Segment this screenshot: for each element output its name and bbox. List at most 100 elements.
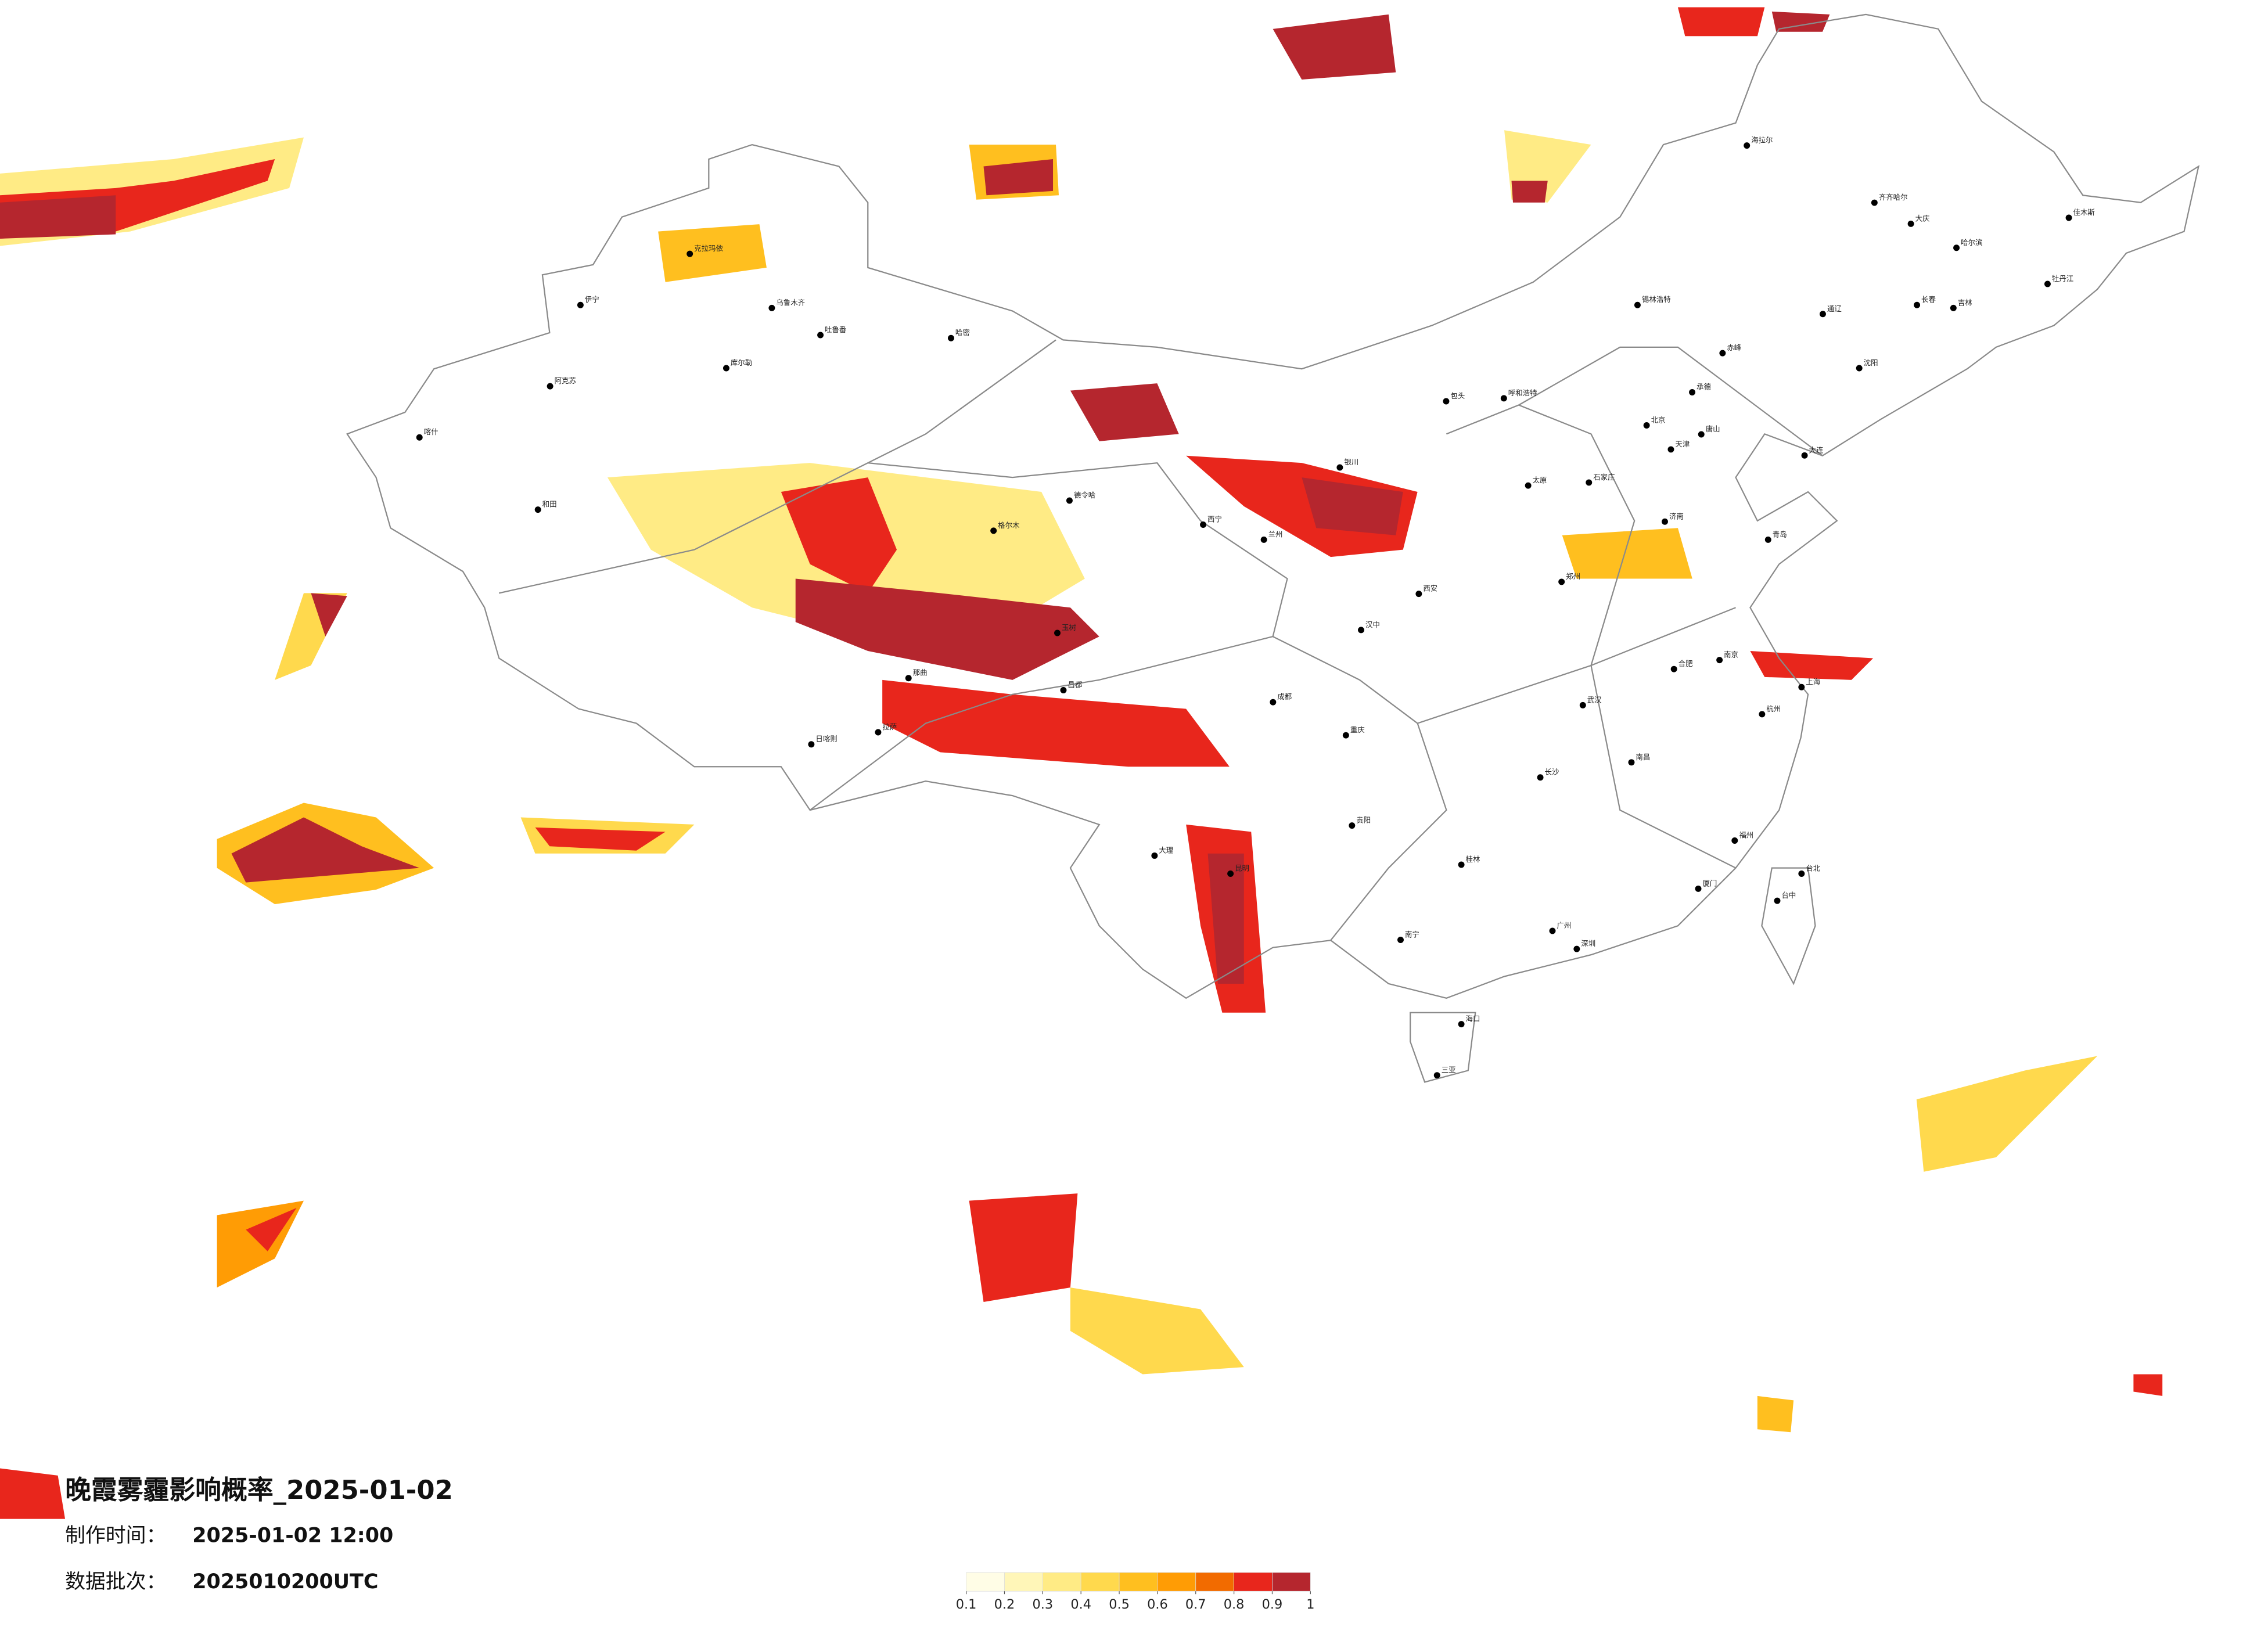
city-label: 牡丹江 bbox=[2052, 274, 2073, 283]
colorbar-swatch bbox=[1004, 1572, 1043, 1592]
china-border bbox=[346, 13, 2200, 999]
haze-area bbox=[781, 477, 897, 593]
city-dot bbox=[1774, 897, 1781, 904]
city-label: 昆明 bbox=[1235, 864, 1249, 873]
city-label: 上海 bbox=[1806, 677, 1820, 686]
city-label: 乌鲁木齐 bbox=[776, 298, 805, 307]
borders bbox=[346, 13, 2200, 1083]
city-dot bbox=[1358, 627, 1364, 634]
city-dot bbox=[947, 334, 954, 341]
city-label: 承德 bbox=[1696, 383, 1711, 391]
colorbar-swatch bbox=[1234, 1572, 1273, 1592]
colorbar: 0.1 0.2 0.3 0.4 0.5 0.6 0.7 0.8 0.9 1 bbox=[956, 1572, 1314, 1612]
city-label: 日喀则 bbox=[815, 735, 837, 743]
city-dot bbox=[905, 675, 912, 682]
haze-area bbox=[983, 159, 1054, 196]
city-dot bbox=[534, 506, 541, 513]
city-dot bbox=[1628, 759, 1635, 766]
haze-area bbox=[1302, 477, 1403, 535]
city-label: 贵阳 bbox=[1356, 816, 1371, 825]
city-label: 喀什 bbox=[424, 427, 438, 436]
city-dot bbox=[2065, 214, 2072, 221]
map-title: 晚霞雾霾影响概率_2025-01-02 bbox=[65, 1474, 453, 1505]
city-dot bbox=[1397, 937, 1404, 943]
city-dot bbox=[1415, 591, 1422, 598]
city-dot bbox=[1914, 301, 1921, 308]
city-dot bbox=[1500, 395, 1507, 402]
city-label: 格尔木 bbox=[998, 521, 1020, 530]
city-dot bbox=[1798, 684, 1805, 690]
city-dot bbox=[1719, 350, 1726, 357]
colorbar-tick-label: 0.3 bbox=[1033, 1597, 1054, 1612]
city-label: 和田 bbox=[542, 500, 557, 509]
colorbar-tick-label: 0.6 bbox=[1147, 1597, 1168, 1612]
island-border bbox=[1761, 867, 1816, 985]
city-dot bbox=[1336, 464, 1343, 471]
city-dot bbox=[1759, 711, 1766, 718]
city-dot bbox=[1662, 518, 1668, 525]
city-label: 西宁 bbox=[1207, 515, 1222, 523]
haze-area bbox=[1070, 383, 1179, 441]
city-dot bbox=[547, 383, 553, 390]
city-label: 厦门 bbox=[1702, 879, 1717, 887]
city-dot bbox=[1801, 452, 1808, 459]
city-label: 福州 bbox=[1739, 831, 1753, 840]
island-border bbox=[1410, 1012, 1476, 1083]
city-label: 武汉 bbox=[1587, 695, 1602, 704]
haze-area bbox=[0, 195, 116, 239]
city-dot bbox=[1670, 665, 1677, 672]
city-dot bbox=[1458, 861, 1465, 868]
city-dot bbox=[1558, 578, 1565, 585]
colorbar-swatch bbox=[1080, 1572, 1120, 1592]
city-label: 南宁 bbox=[1405, 930, 1419, 939]
city-label: 哈尔滨 bbox=[1961, 238, 1982, 247]
city-label: 北京 bbox=[1651, 416, 1666, 425]
city-dot bbox=[1270, 699, 1277, 706]
city-label: 郑州 bbox=[1566, 572, 1580, 581]
city-label: 赤峰 bbox=[1727, 343, 1741, 352]
colorbar-tick-label: 1 bbox=[1306, 1597, 1314, 1612]
city-dot bbox=[1856, 365, 1863, 372]
haze-area bbox=[1207, 853, 1244, 984]
colorbar-tick-label: 0.7 bbox=[1185, 1597, 1206, 1612]
city-dot bbox=[1744, 142, 1751, 149]
colorbar-swatch bbox=[966, 1572, 1005, 1592]
city-label: 佳木斯 bbox=[2073, 208, 2095, 217]
haze-area bbox=[795, 578, 1099, 680]
haze-area bbox=[2133, 1374, 2163, 1396]
haze-area bbox=[0, 1468, 66, 1519]
city-dot bbox=[1716, 657, 1723, 664]
city-label: 南昌 bbox=[1636, 753, 1650, 761]
city-label: 广州 bbox=[1557, 921, 1571, 930]
city-label: 大理 bbox=[1159, 846, 1173, 854]
city-dot bbox=[990, 527, 997, 534]
city-dot bbox=[1054, 629, 1061, 636]
colorbar-swatch bbox=[1157, 1572, 1196, 1592]
city-label: 包头 bbox=[1450, 391, 1465, 400]
city-label: 海拉尔 bbox=[1751, 136, 1773, 145]
city-label: 呼和浩特 bbox=[1508, 388, 1537, 397]
city-dot bbox=[1798, 870, 1805, 877]
haze-area bbox=[246, 1208, 297, 1251]
city-dot bbox=[1953, 244, 1960, 251]
city-label: 深圳 bbox=[1581, 939, 1595, 948]
colorbar-tick-label: 0.8 bbox=[1224, 1597, 1245, 1612]
city-label: 锡林浩特 bbox=[1642, 295, 1671, 304]
colorbar-swatch bbox=[1195, 1572, 1234, 1592]
colorbar-tick-label: 0.1 bbox=[956, 1597, 977, 1612]
city-dot bbox=[1060, 686, 1067, 693]
city-label: 长春 bbox=[1921, 295, 1936, 304]
city-dot bbox=[2044, 280, 2051, 287]
city-dot bbox=[1907, 220, 1914, 227]
city-label: 汉中 bbox=[1365, 620, 1380, 629]
city-label: 德令哈 bbox=[1074, 491, 1095, 499]
made-label: 制作时间： bbox=[65, 1524, 166, 1548]
city-dot bbox=[1819, 311, 1826, 318]
city-dot bbox=[1573, 945, 1580, 952]
city-label: 玉树 bbox=[1062, 623, 1076, 632]
haze-area bbox=[231, 817, 420, 883]
batch-label: 数据批次： bbox=[65, 1570, 166, 1593]
city-dot bbox=[1227, 870, 1234, 877]
city-dot bbox=[1260, 536, 1267, 543]
